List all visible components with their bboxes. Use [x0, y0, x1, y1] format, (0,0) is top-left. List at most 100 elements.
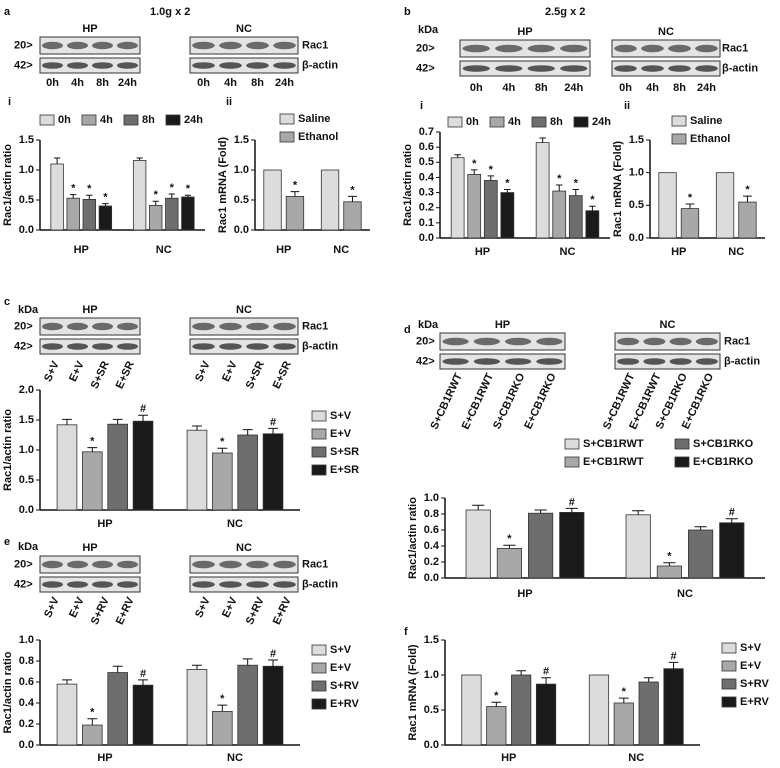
- x-tick-label: NC: [628, 752, 644, 764]
- y-tick-label: 0.2: [19, 718, 34, 730]
- blot-strip: [614, 332, 721, 351]
- group-label: HP: [82, 542, 97, 554]
- lane-label: S+V: [193, 595, 213, 620]
- y-axis-title: Rac1/actin ratio: [2, 409, 14, 491]
- blot-strip: [611, 39, 721, 58]
- x-tick-label: HP: [517, 588, 532, 600]
- significance-mark: *: [667, 551, 672, 563]
- error-bar: [632, 510, 645, 515]
- bar: [50, 163, 64, 231]
- bar: [320, 169, 340, 231]
- legend-swatch: [531, 116, 547, 128]
- marker-label: 20>: [416, 42, 435, 54]
- error-bar: [503, 544, 516, 549]
- bar: [688, 529, 714, 579]
- error-bar: [491, 701, 502, 707]
- blot-band: [536, 358, 563, 365]
- blot-band: [67, 41, 88, 50]
- protein-label: Rac1: [722, 42, 748, 54]
- error-bar: [534, 509, 547, 514]
- kda-label: kDa: [18, 304, 39, 316]
- bar: [343, 201, 362, 231]
- blot-band: [641, 44, 664, 53]
- lane-label: 4h: [502, 82, 515, 94]
- legend-label: 0h: [466, 116, 479, 128]
- bar: [680, 208, 700, 239]
- lane-label: S+RV: [244, 595, 267, 627]
- blot-strip: [189, 555, 299, 574]
- lane-label: 8h: [96, 77, 109, 89]
- error-bar: [138, 679, 148, 686]
- bar: [107, 672, 128, 746]
- lane-label: S+SR: [89, 359, 112, 390]
- blot-band: [117, 343, 138, 350]
- panel-header: 2.5g x 2: [545, 6, 585, 18]
- error-bar: [516, 670, 527, 675]
- legend-swatch: [564, 456, 580, 468]
- lane-label: 24h: [564, 82, 583, 94]
- error-bar: [685, 203, 695, 209]
- error-bar: [541, 677, 551, 685]
- blot-band: [246, 62, 269, 69]
- lane-label: E+RV: [271, 595, 294, 627]
- blot-band: [42, 322, 63, 331]
- blot-strip: [439, 353, 566, 370]
- error-bar: [87, 447, 98, 452]
- y-tick-label: 0.0: [424, 572, 439, 584]
- significance-mark: *: [688, 192, 693, 204]
- legend-label: 8h: [142, 114, 155, 126]
- significance-mark: *: [293, 180, 298, 192]
- blot-band: [473, 337, 500, 346]
- y-tick-label: 1.0: [234, 164, 249, 176]
- bar: [559, 512, 585, 579]
- bar: [535, 142, 550, 239]
- bar: [56, 683, 78, 746]
- lane-label: 0h: [46, 77, 59, 89]
- legend-label: E+CB1RKO: [693, 456, 754, 468]
- legend-label: S+V: [740, 642, 762, 654]
- x-tick-label: HP: [97, 518, 112, 530]
- lane-label: E+SR: [114, 359, 137, 390]
- blot-band: [617, 358, 640, 365]
- lane-label: E+V: [220, 359, 240, 384]
- group-label: NC: [236, 542, 252, 554]
- legend-label: 0h: [58, 114, 71, 126]
- bar: [467, 173, 482, 239]
- significance-mark: *: [350, 184, 355, 196]
- blot-band: [192, 343, 215, 350]
- error-bar: [87, 718, 98, 726]
- legend-label: 8h: [550, 116, 563, 128]
- blot-strip: [459, 60, 591, 77]
- error-bar: [102, 203, 109, 206]
- bar: [656, 565, 682, 579]
- blot-band: [614, 65, 637, 72]
- bar: [461, 674, 482, 746]
- significance-mark: *: [494, 690, 499, 702]
- x-tick-label: NC: [560, 246, 576, 258]
- blot-band: [695, 358, 718, 365]
- legend-swatch: [311, 446, 327, 458]
- lane-label: 8h: [673, 82, 686, 94]
- significance-mark: #: [729, 507, 735, 519]
- error-bar: [242, 429, 253, 435]
- error-bar: [472, 504, 485, 510]
- legend-label: S+CB1RKO: [693, 438, 754, 450]
- legend-swatch: [573, 116, 589, 128]
- blot-band: [117, 581, 138, 588]
- blot-band: [505, 358, 532, 365]
- lane-label: 8h: [535, 82, 548, 94]
- legend-swatch: [674, 456, 690, 468]
- y-axis-title: Rac1 mRNA (Fold): [612, 141, 624, 237]
- y-tick-label: 1.0: [19, 444, 34, 456]
- blot-strip: [611, 60, 721, 77]
- x-tick-label: NC: [728, 246, 744, 258]
- y-tick-label: 0.0: [419, 232, 434, 244]
- x-tick-label: NC: [333, 244, 349, 256]
- y-tick-label: 1.5: [629, 134, 644, 146]
- x-tick-label: HP: [97, 752, 112, 764]
- significance-mark: *: [186, 183, 191, 195]
- legend-swatch: [279, 131, 295, 143]
- group-label: NC: [658, 26, 674, 38]
- significance-mark: *: [557, 173, 562, 185]
- legend-swatch: [311, 698, 327, 710]
